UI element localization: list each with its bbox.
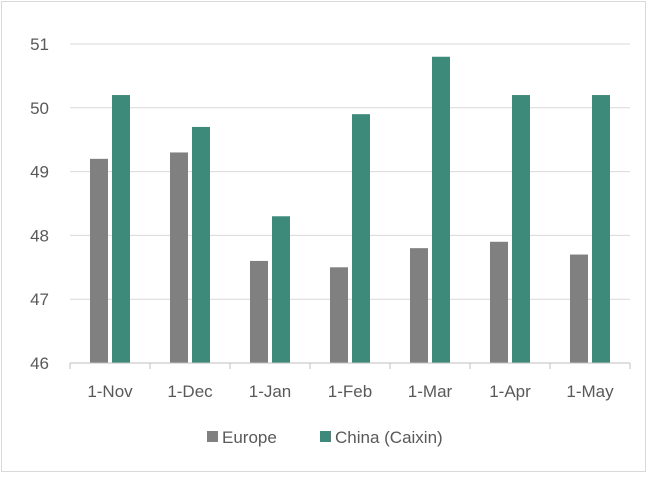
bar-china-caixin bbox=[432, 56, 450, 363]
x-tick-label: 1-Nov bbox=[87, 382, 133, 401]
x-tick-label: 1-Dec bbox=[167, 382, 213, 401]
gridlines bbox=[70, 43, 630, 300]
x-axis bbox=[69, 362, 631, 369]
x-tick-label: 1-Jan bbox=[249, 382, 292, 401]
bar-china-caixin bbox=[352, 114, 370, 364]
bar-europe bbox=[250, 260, 268, 363]
bar-europe bbox=[90, 158, 108, 363]
bar-europe bbox=[570, 254, 588, 363]
bar-china-caixin bbox=[272, 216, 290, 363]
x-tick-label: 1-Apr bbox=[489, 382, 531, 401]
bar-europe bbox=[490, 241, 508, 363]
bars bbox=[90, 56, 610, 364]
legend-swatch-europe bbox=[207, 431, 218, 442]
bar-china-caixin bbox=[512, 95, 530, 363]
y-tick-label: 50 bbox=[30, 99, 49, 118]
bar-europe bbox=[170, 152, 188, 363]
x-axis-tick-labels: 1-Nov 1-Dec 1-Jan 1-Feb 1-Mar 1-Apr 1-May bbox=[87, 382, 614, 401]
legend-swatch-china-caixin bbox=[320, 431, 331, 442]
y-tick-label: 47 bbox=[30, 290, 49, 309]
bar-china-caixin bbox=[192, 126, 210, 363]
x-tick-label: 1-Mar bbox=[408, 382, 453, 401]
bar-europe bbox=[330, 267, 348, 363]
y-tick-label: 46 bbox=[30, 354, 49, 373]
y-tick-label: 48 bbox=[30, 226, 49, 245]
bar-china-caixin bbox=[112, 95, 130, 363]
legend-label-europe: Europe bbox=[222, 428, 277, 447]
x-tick-label: 1-May bbox=[566, 382, 614, 401]
legend: Europe China (Caixin) bbox=[207, 428, 443, 447]
y-tick-label: 51 bbox=[30, 35, 49, 54]
legend-label-china-caixin: China (Caixin) bbox=[335, 428, 443, 447]
y-axis-tick-labels: 46 47 48 49 50 51 bbox=[30, 35, 49, 373]
chart-area: 46 47 48 49 50 51 1-Nov 1-Dec 1-Jan 1-Feb 1-Mar 1-… bbox=[1, 1, 646, 472]
bar-china-caixin bbox=[592, 95, 610, 363]
x-tick-label: 1-Feb bbox=[328, 382, 372, 401]
bar-europe bbox=[410, 248, 428, 363]
y-tick-label: 49 bbox=[30, 163, 49, 182]
